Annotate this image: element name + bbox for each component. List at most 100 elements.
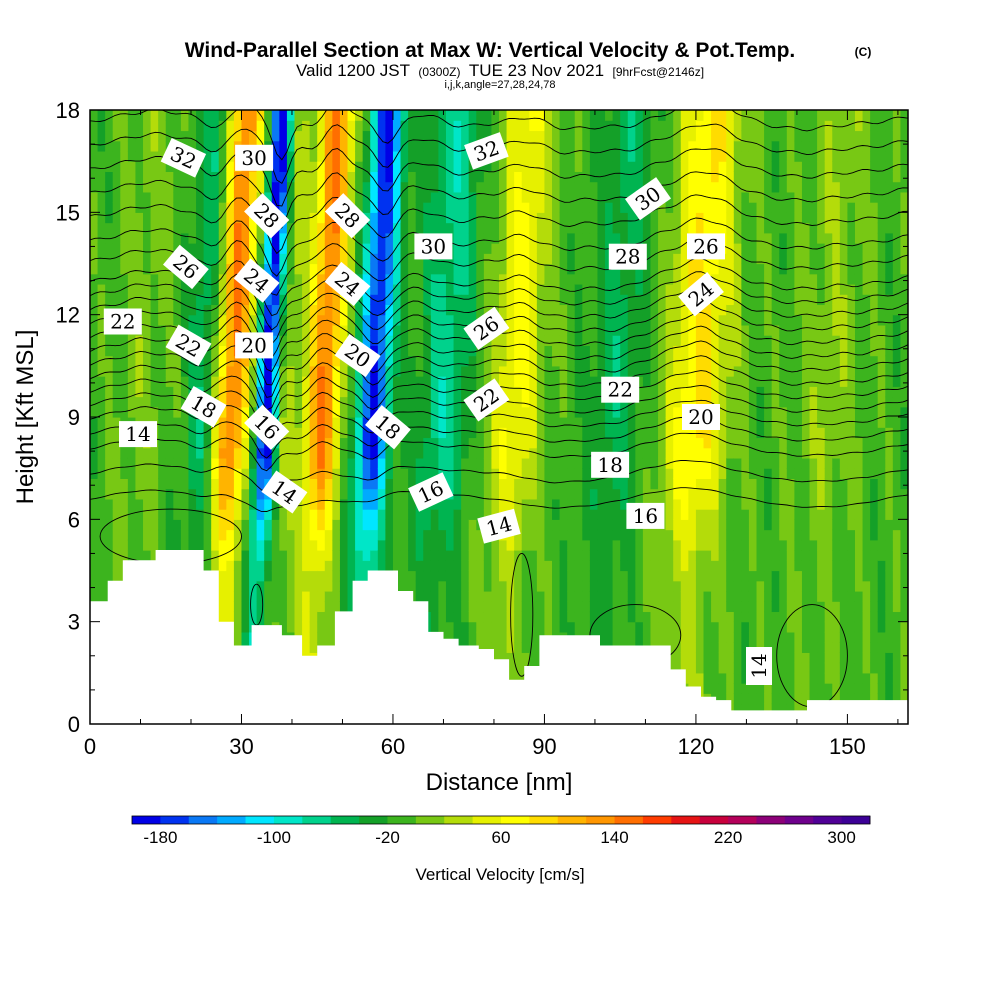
velocity-cell — [196, 488, 205, 500]
velocity-cell — [97, 519, 106, 531]
velocity-cell — [271, 570, 280, 582]
velocity-cell — [180, 232, 190, 244]
velocity-cell — [680, 324, 689, 336]
velocity-cell — [279, 263, 288, 275]
velocity-cell — [552, 519, 561, 531]
velocity-cell — [589, 202, 599, 213]
velocity-cell — [658, 263, 667, 275]
velocity-cell — [673, 580, 682, 592]
velocity-cell — [286, 468, 296, 479]
velocity-cell — [695, 437, 705, 449]
velocity-cell — [233, 222, 243, 234]
velocity-cell — [627, 611, 636, 623]
velocity-cell — [203, 304, 212, 316]
velocity-cell — [597, 519, 606, 531]
velocity-cell — [264, 376, 273, 387]
velocity-cell — [650, 222, 659, 234]
velocity-cell — [552, 120, 561, 132]
velocity-cell — [430, 324, 439, 336]
velocity-cell — [90, 417, 99, 428]
velocity-cell — [90, 355, 99, 367]
velocity-cell — [180, 386, 190, 398]
velocity-cell — [294, 611, 303, 623]
velocity-cell — [453, 580, 462, 592]
velocity-cell — [150, 345, 159, 357]
velocity-cell — [415, 161, 424, 172]
velocity-cell — [620, 283, 629, 295]
velocity-cell — [302, 140, 311, 152]
velocity-cell — [589, 355, 599, 367]
velocity-cell — [642, 386, 652, 398]
velocity-cell — [552, 580, 561, 592]
velocity-cell — [582, 253, 591, 265]
velocity-cell — [559, 621, 568, 633]
velocity-cell — [158, 498, 167, 510]
velocity-cell — [695, 202, 705, 213]
velocity-cell — [544, 202, 553, 213]
velocity-cell — [658, 478, 667, 490]
velocity-cell — [143, 457, 152, 469]
velocity-cell — [468, 437, 477, 449]
velocity-cell — [218, 560, 227, 572]
velocity-cell — [264, 386, 273, 398]
velocity-cell — [688, 202, 697, 213]
velocity-cell — [90, 171, 99, 183]
velocity-cell — [597, 314, 606, 326]
velocity-cell — [514, 652, 523, 664]
velocity-cell — [453, 529, 462, 541]
velocity-cell — [499, 355, 508, 367]
velocity-cell — [90, 283, 99, 295]
velocity-cell — [461, 539, 470, 551]
velocity-cell — [150, 457, 159, 469]
velocity-cell — [612, 509, 621, 520]
velocity-cell — [552, 130, 561, 142]
velocity-cell — [370, 498, 379, 510]
velocity-cell — [658, 345, 667, 357]
velocity-cell — [339, 376, 349, 387]
velocity-cell — [521, 130, 530, 142]
velocity-cell — [370, 120, 379, 132]
velocity-cell — [218, 365, 227, 377]
velocity-cell — [612, 488, 621, 500]
velocity-cell — [642, 590, 652, 602]
velocity-cell — [355, 232, 364, 244]
velocity-cell — [135, 365, 144, 377]
velocity-cell — [642, 150, 652, 162]
velocity-cell — [529, 539, 538, 551]
velocity-cell — [286, 365, 296, 377]
velocity-cell — [370, 406, 379, 418]
velocity-cell — [226, 601, 235, 613]
velocity-cell — [415, 457, 424, 469]
velocity-cell — [650, 345, 659, 357]
velocity-cell — [218, 304, 227, 316]
velocity-cell — [302, 283, 311, 295]
velocity-cell — [559, 212, 568, 224]
velocity-cell — [423, 130, 432, 142]
velocity-cell — [309, 529, 318, 541]
velocity-cell — [559, 304, 568, 316]
velocity-cell — [332, 110, 341, 121]
velocity-cell — [211, 386, 220, 398]
velocity-cell — [180, 212, 190, 224]
velocity-cell — [673, 601, 682, 613]
velocity-cell — [582, 447, 591, 459]
velocity-cell — [627, 355, 636, 367]
velocity-cell — [605, 417, 614, 428]
velocity-cell — [529, 427, 538, 439]
velocity-cell — [688, 335, 697, 346]
velocity-cell — [574, 355, 583, 367]
velocity-cell — [226, 335, 235, 346]
velocity-cell — [559, 509, 568, 520]
velocity-cell — [226, 478, 235, 490]
velocity-cell — [658, 161, 667, 172]
velocity-cell — [589, 232, 599, 244]
velocity-cell — [339, 447, 349, 459]
velocity-cell — [642, 232, 652, 244]
velocity-cell — [400, 335, 409, 346]
velocity-cell — [355, 550, 364, 561]
velocity-cell — [408, 417, 417, 428]
velocity-cell — [226, 406, 235, 418]
velocity-cell — [385, 314, 394, 326]
velocity-cell — [158, 212, 167, 224]
velocity-cell — [143, 243, 152, 254]
